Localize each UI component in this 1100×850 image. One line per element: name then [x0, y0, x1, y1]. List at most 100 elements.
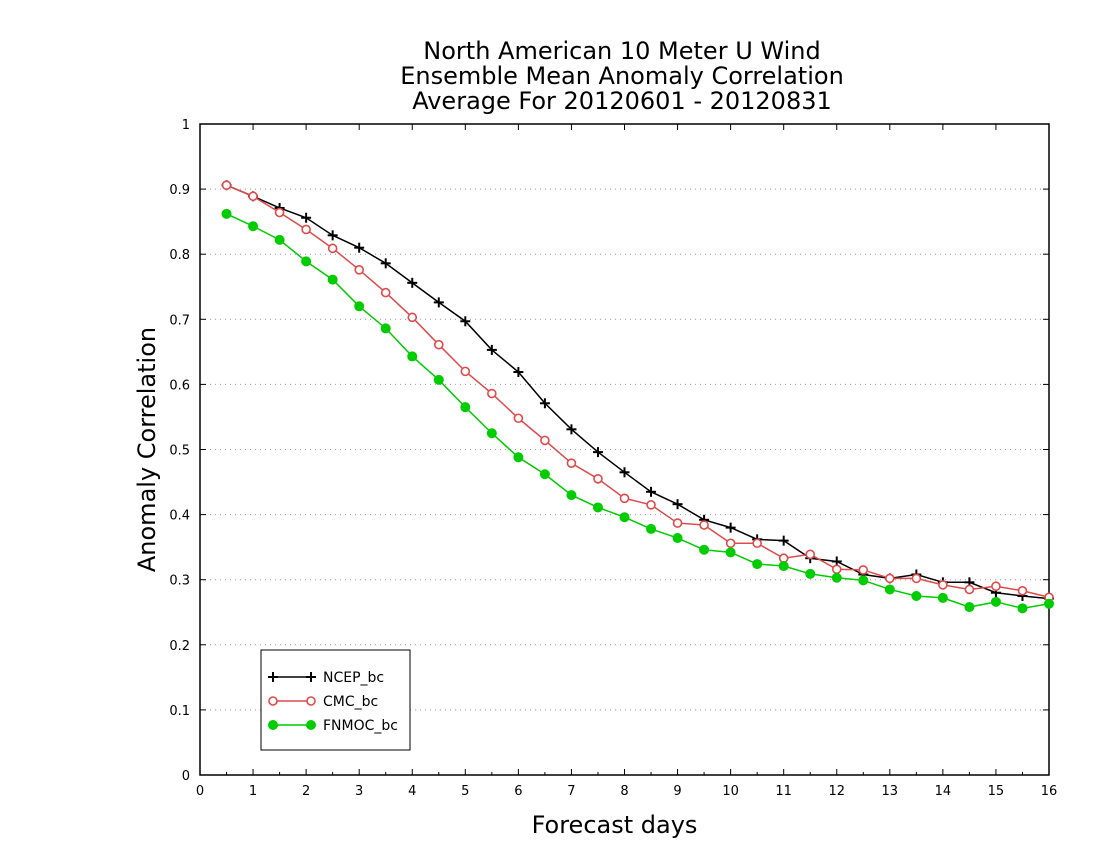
data-point — [513, 413, 524, 424]
data-point — [566, 458, 577, 468]
data-point — [752, 559, 763, 570]
x-tick-label: 1 — [249, 784, 257, 799]
x-tick-label: 13 — [882, 784, 899, 799]
data-point — [778, 553, 789, 564]
data-point — [539, 398, 550, 409]
data-point — [725, 547, 736, 558]
data-point — [566, 424, 577, 435]
x-tick-label: 11 — [775, 784, 792, 799]
data-point — [513, 367, 524, 378]
data-point — [274, 234, 285, 245]
legend-label: FNMOC_bc — [323, 718, 398, 734]
data-point — [540, 435, 550, 446]
data-point — [354, 301, 365, 312]
data-point — [301, 212, 312, 223]
y-tick-label: 0.9 — [169, 183, 190, 198]
data-point — [274, 207, 285, 218]
data-point — [1044, 598, 1054, 609]
legend-item: FNMOC_bc — [268, 718, 398, 734]
x-tick-label: 10 — [722, 784, 739, 799]
y-tick-label: 0.5 — [169, 444, 190, 459]
chart-title-line: Ensemble Mean Anomaly Correlation — [400, 62, 844, 90]
data-point — [725, 538, 736, 549]
data-point — [991, 581, 1001, 592]
x-tick-label: 15 — [988, 784, 1005, 799]
data-point — [248, 221, 259, 232]
data-point — [221, 208, 232, 219]
legend-box — [260, 649, 411, 751]
y-tick-label: 0.7 — [169, 313, 190, 328]
x-tick-label: 6 — [514, 784, 522, 799]
data-point — [831, 572, 842, 583]
x-tick-label: 14 — [935, 784, 952, 799]
data-point — [911, 573, 922, 584]
data-point — [964, 602, 975, 613]
y-tick-label: 0.1 — [169, 704, 190, 719]
chart-title-line: North American 10 Meter U Wind — [423, 37, 820, 65]
y-tick-label: 0 — [182, 769, 190, 784]
x-tick-label: 9 — [673, 784, 681, 799]
data-point — [1017, 603, 1028, 614]
data-point — [990, 596, 1001, 607]
y-tick-label: 0.8 — [169, 248, 190, 263]
data-point — [306, 720, 316, 730]
data-point — [486, 344, 497, 355]
data-point — [725, 522, 736, 533]
data-point — [407, 277, 418, 288]
series-NCEP_bc — [221, 180, 1054, 604]
legend-item: CMC_bc — [268, 694, 378, 710]
data-point — [593, 473, 603, 484]
data-point — [752, 538, 762, 549]
data-point — [221, 180, 232, 190]
data-point — [619, 493, 630, 504]
data-point — [460, 402, 471, 413]
y-tick-label: 1 — [182, 118, 190, 133]
data-point — [487, 388, 497, 399]
series-FNMOC_bc — [221, 208, 1054, 614]
data-point — [407, 312, 418, 323]
legend-label: CMC_bc — [323, 694, 378, 710]
series-line — [226, 213, 1050, 610]
x-axis-label: Forecast days — [532, 811, 698, 839]
data-point — [699, 520, 709, 530]
data-point — [778, 535, 789, 546]
data-point — [268, 696, 278, 706]
data-point — [460, 316, 471, 327]
data-point — [566, 490, 577, 501]
x-tick-label: 5 — [461, 784, 469, 799]
series-line — [226, 184, 1050, 599]
y-tick-label: 0.2 — [169, 639, 190, 654]
data-point — [699, 544, 710, 555]
x-axis-ticks: 0 1 2 3 4 5 6 7 8 9 10 11 12 13 14 15 16 — [196, 124, 1057, 799]
data-point — [805, 568, 816, 579]
data-point — [301, 224, 311, 235]
chart-title-line: Average For 20120601 - 20120831 — [412, 87, 832, 115]
data-point — [301, 256, 312, 267]
gridlines — [200, 188, 1049, 711]
y-tick-label: 0.3 — [169, 574, 190, 589]
data-point — [858, 565, 869, 575]
data-point — [460, 366, 471, 377]
data-point — [911, 590, 922, 601]
data-point — [592, 502, 603, 513]
data-point — [672, 518, 683, 528]
series-line — [226, 184, 1050, 600]
x-tick-label: 4 — [408, 784, 416, 799]
data-point — [327, 274, 338, 285]
data-point — [672, 499, 683, 510]
y-axis-label: Anomaly Correlation — [133, 327, 161, 572]
x-tick-label: 0 — [196, 784, 204, 799]
x-tick-label: 7 — [567, 784, 575, 799]
data-point — [354, 242, 365, 253]
x-tick-label: 3 — [355, 784, 363, 799]
data-point — [380, 323, 391, 334]
data-point — [858, 575, 869, 586]
data-point — [486, 428, 497, 439]
data-series — [221, 180, 1054, 614]
data-point — [306, 672, 316, 682]
data-point — [1017, 585, 1028, 596]
x-tick-label: 12 — [828, 784, 845, 799]
x-tick-label: 16 — [1041, 784, 1058, 799]
data-point — [407, 351, 418, 362]
